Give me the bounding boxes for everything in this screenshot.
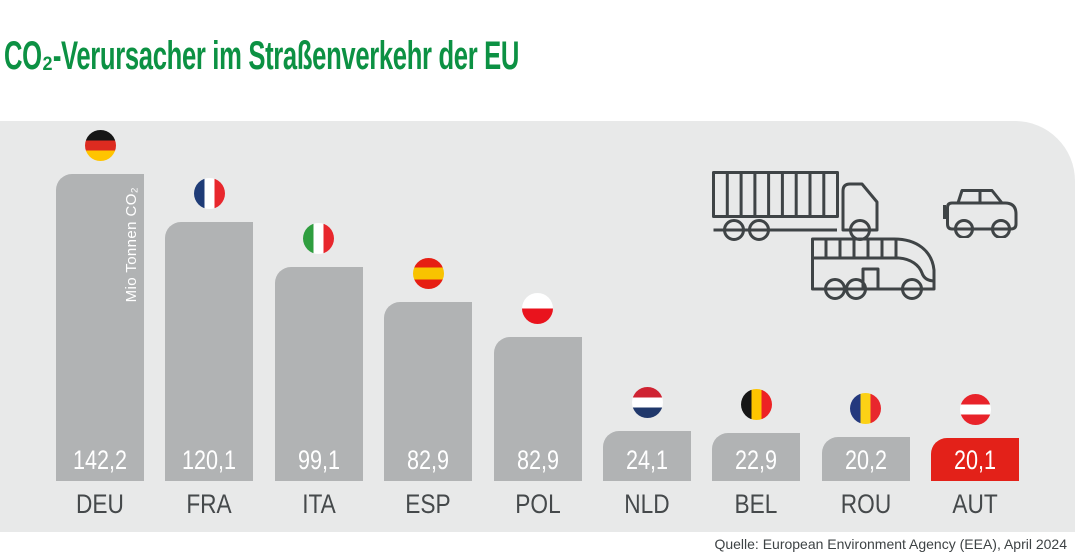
bar-label-rou: ROU [840, 489, 891, 519]
bar-label-deu: DEU [76, 489, 124, 519]
bar-pol: 82,9 [493, 337, 582, 481]
bar-nld: 24,1 [603, 431, 691, 481]
bar-label-ita: ITA [301, 489, 336, 519]
bar-value-deu: 142,2 [72, 445, 128, 475]
bar-rou: 20,2 [821, 437, 910, 481]
flag-icon-fra [193, 178, 225, 209]
bar-value-ita: 99,1 [297, 445, 340, 475]
bar-value-pol: 82,9 [516, 445, 559, 475]
truck-icon [712, 171, 887, 243]
car-icon [943, 186, 1023, 238]
bar-value-fra: 120,1 [182, 445, 237, 475]
bar-label-bel: BEL [734, 489, 778, 519]
bar-fra: 120,1 [165, 222, 254, 481]
bar-label-esp: ESP [405, 489, 451, 519]
bar-aut: 20,1 [931, 438, 1020, 481]
source-note: Quelle: European Environment Agency (EEA… [714, 536, 1067, 552]
bar-deu: 142,2 Mio Tonnen CO₂ [56, 174, 144, 481]
bar-label-nld: NLD [624, 489, 670, 519]
chart-panel: 142,2 Mio Tonnen CO₂ DEU 120,1 FRA 99,1 ITA 82,… [0, 121, 1075, 532]
flag-icon-nld [631, 387, 663, 418]
flag-icon-rou [850, 393, 882, 424]
bar-bel: 22,9 [712, 433, 801, 481]
flag-icon-esp [412, 258, 444, 289]
flag-icon-aut [959, 394, 991, 425]
bar-ita: 99,1 [274, 267, 363, 481]
bar-value-esp: 82,9 [407, 445, 450, 475]
flag-icon-pol [522, 293, 554, 324]
bar-esp: 82,9 [384, 302, 473, 481]
bar-label-aut: AUT [952, 489, 998, 519]
bar-label-fra: FRA [186, 489, 233, 519]
flag-icon-deu [84, 130, 116, 161]
flag-icon-bel [740, 389, 772, 420]
page-title: CO₂-Verursacher im Straßenverkehr der EU [4, 34, 520, 78]
bar-label-pol: POL [514, 489, 561, 519]
bar-value-rou: 20,2 [844, 445, 887, 475]
bar-value-nld: 24,1 [625, 445, 669, 475]
bar-value-aut: 20,1 [954, 445, 997, 475]
bar-chart: 142,2 Mio Tonnen CO₂ DEU 120,1 FRA 99,1 ITA 82,… [0, 121, 1075, 532]
bus-icon [811, 232, 941, 302]
y-axis-label: Mio Tonnen CO₂ [123, 187, 140, 303]
bar-value-bel: 22,9 [735, 445, 778, 475]
flag-icon-ita [303, 223, 335, 254]
